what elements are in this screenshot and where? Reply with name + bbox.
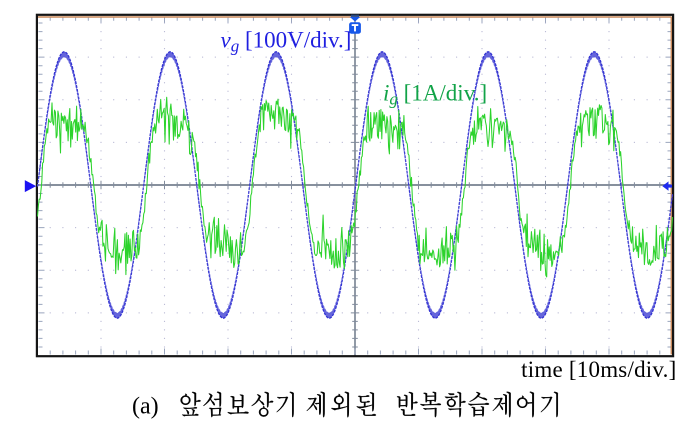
svg-text:time [10ms/div.]: time [10ms/div.] xyxy=(521,357,676,382)
svg-text:(a): (a) xyxy=(132,394,159,420)
svg-text:vg [100V/div.]: vg [100V/div.] xyxy=(221,28,352,56)
svg-text:ig [1A/div.]: ig [1A/div.] xyxy=(383,81,487,109)
